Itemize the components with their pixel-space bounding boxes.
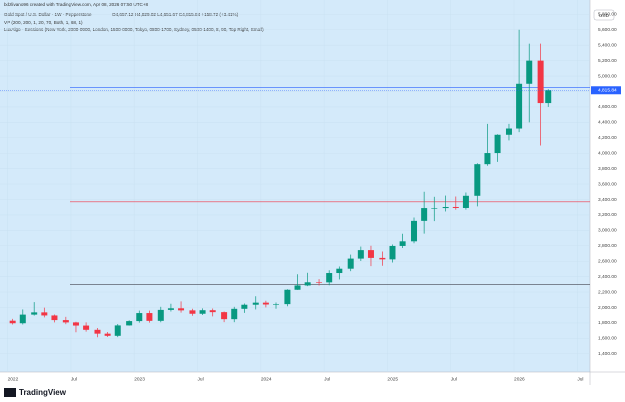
candle-body xyxy=(136,313,143,322)
candle-body xyxy=(167,308,174,310)
last-price-box xyxy=(591,86,621,95)
currency[interactable]: USD xyxy=(599,13,610,19)
indicator: VP (200, 200, 1, 20, 70, Both, 1, 68, 1) xyxy=(4,20,83,25)
ohlc-text: O4,657.12 H4,829.02 L4,651.67 C4,815.84 … xyxy=(112,12,239,17)
candle-body xyxy=(241,304,248,309)
y-tick-label: 4,400.00 xyxy=(598,120,617,126)
x-tick-label: Jul xyxy=(324,376,330,382)
x-tick-label: Jul xyxy=(577,376,583,382)
candle-body xyxy=(83,325,90,330)
x-tick-label: 2023 xyxy=(134,376,145,382)
price-axis-bg xyxy=(590,0,625,385)
last-price-label: 4,815.84 xyxy=(598,88,617,94)
candle-body xyxy=(367,250,374,258)
y-tick-label: 3,800.00 xyxy=(598,166,617,172)
y-tick-label: 1,400.00 xyxy=(598,351,617,357)
candle-body xyxy=(209,310,216,313)
y-tick-label: 3,000.00 xyxy=(598,228,617,234)
candle-body xyxy=(326,273,333,283)
candle-body xyxy=(505,128,512,135)
candle-body xyxy=(442,206,449,209)
y-tick-label: 1,800.00 xyxy=(598,320,617,326)
y-tick-label: 1,600.00 xyxy=(598,336,617,342)
candle-body xyxy=(494,134,501,154)
candle-body xyxy=(304,282,311,286)
y-tick-label: 5,600.00 xyxy=(598,27,617,33)
x-tick-label: Jul xyxy=(198,376,204,382)
candle-body xyxy=(114,325,121,336)
y-tick-label: 3,200.00 xyxy=(598,212,617,218)
candle-body xyxy=(545,90,552,104)
x-tick-label: Jul xyxy=(71,376,77,382)
candle-body xyxy=(411,220,418,242)
brand: TradingView xyxy=(19,388,67,397)
candle-body xyxy=(94,329,101,334)
x-tick-label: 2026 xyxy=(514,376,525,382)
candle-body xyxy=(104,333,111,336)
candle-body xyxy=(126,321,133,326)
candle-body xyxy=(421,208,428,221)
y-tick-label: 2,600.00 xyxy=(598,258,617,264)
y-tick-label: 2,200.00 xyxy=(598,289,617,295)
candle-body xyxy=(484,153,491,165)
plot-bg xyxy=(0,0,590,372)
candle-body xyxy=(526,60,533,84)
candle-body xyxy=(41,312,48,316)
y-tick-label: 4,200.00 xyxy=(598,135,617,141)
candle-body xyxy=(231,308,238,320)
credit: bdzlivano96 created with TradingView.com… xyxy=(4,2,149,7)
candle-body xyxy=(189,310,196,314)
y-tick-label: 2,000.00 xyxy=(598,305,617,311)
candle-body xyxy=(9,320,16,324)
y-tick-label: 5,800.00 xyxy=(598,12,617,18)
currency-box[interactable] xyxy=(593,9,615,21)
candle-body xyxy=(537,60,544,104)
y-tick-label: 3,600.00 xyxy=(598,181,617,187)
candle-body xyxy=(357,250,364,259)
candle-body xyxy=(252,302,259,305)
y-tick-label: 5,400.00 xyxy=(598,42,617,48)
candle-body xyxy=(379,257,386,260)
candle-body xyxy=(31,312,38,315)
candle-body xyxy=(336,268,343,274)
candle-body xyxy=(399,241,406,246)
candle-body xyxy=(284,289,291,305)
x-tick-label: 2024 xyxy=(261,376,272,382)
candle-body xyxy=(389,245,396,260)
candle-body xyxy=(273,304,280,305)
candle-body xyxy=(72,322,79,326)
candle-body xyxy=(452,206,459,208)
y-tick-label: 2,800.00 xyxy=(598,243,617,249)
y-tick-label: 3,400.00 xyxy=(598,197,617,203)
candle-body xyxy=(294,285,301,290)
candle-body xyxy=(431,208,438,209)
x-tick-label: 2022 xyxy=(8,376,19,382)
x-tick-label: Jul xyxy=(451,376,457,382)
logo-icon xyxy=(4,388,16,397)
candle-body xyxy=(178,308,185,311)
candle-body xyxy=(347,258,354,269)
candle-body xyxy=(516,83,523,129)
candle-body xyxy=(474,164,481,196)
candle-body xyxy=(199,310,206,314)
candle-body xyxy=(316,282,323,283)
chart-title: Gold Spot / U.S. Dollar · 1W · Peppersto… xyxy=(4,12,92,17)
candle-body xyxy=(19,314,26,324)
x-tick-label: 2025 xyxy=(387,376,398,382)
candle-body xyxy=(462,195,469,208)
y-tick-label: 2,400.00 xyxy=(598,274,617,280)
candle-body xyxy=(221,312,228,320)
y-tick-label: 5,000.00 xyxy=(598,73,617,79)
candle-body xyxy=(51,315,58,321)
y-tick-label: 4,000.00 xyxy=(598,150,617,156)
candle-body xyxy=(262,302,269,305)
candle-body xyxy=(146,313,153,321)
y-tick-label: 4,600.00 xyxy=(598,104,617,110)
candle-body xyxy=(157,309,164,321)
y-tick-label: 5,200.00 xyxy=(598,58,617,64)
candle-body xyxy=(62,320,69,323)
